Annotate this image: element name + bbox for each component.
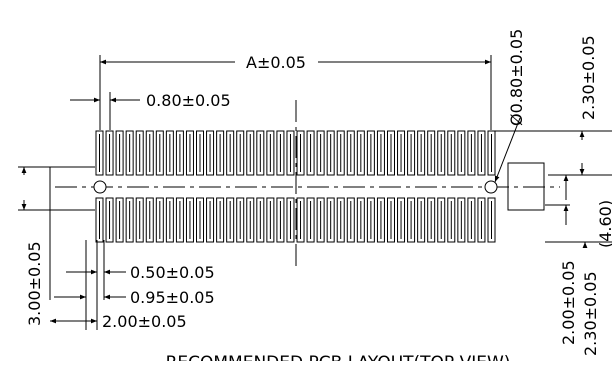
drawing-title: RECOMMENDED PCB LAYOUT(TOP VIEW) [166, 353, 511, 361]
right-keepout-rectangle [507, 162, 545, 211]
left-locating-hole [93, 180, 107, 194]
hole-offset-label: 2.00±0.05 [102, 312, 187, 331]
pitch-dimension: 0.80±0.05 [70, 91, 231, 130]
right-bottom-offset-label: 2.30±0.05 [581, 271, 600, 356]
right-dimensions: 2.30±0.05 (4.60) 2.00±0.05 2.30±0.05 [495, 35, 612, 356]
bottom-pad-row [95, 197, 496, 243]
row-span-dimension: 3.00±0.05 [18, 166, 95, 326]
row-span-label: 3.00±0.05 [25, 241, 44, 326]
pitch-label: 0.80±0.05 [146, 91, 231, 110]
edge-offset-label: 0.95±0.05 [130, 288, 215, 307]
right-total-label: (4.60) [596, 200, 612, 248]
right-top-offset-label: 2.30±0.05 [579, 35, 598, 120]
pad-width-label: 0.50±0.05 [130, 263, 215, 282]
dimension-a-label: A±0.05 [246, 53, 306, 72]
hole-diameter-label: Ø0.80±0.05 [507, 29, 526, 126]
bottom-left-dimensions: 0.50±0.05 0.95±0.05 2.00±0.05 [50, 240, 215, 331]
right-row-offset-label: 2.00±0.05 [559, 260, 578, 345]
hole-diameter-leader: Ø0.80±0.05 [494, 29, 526, 183]
right-locating-hole [484, 180, 498, 194]
top-pad-row [95, 130, 496, 176]
